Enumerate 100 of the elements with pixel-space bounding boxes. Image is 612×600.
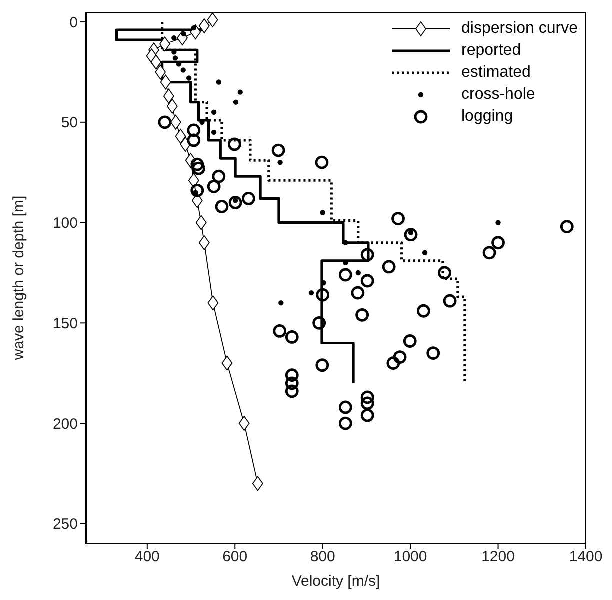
x-tick-label: 1200 [482, 548, 515, 566]
x-tick-label: 800 [310, 548, 336, 566]
point [242, 192, 256, 206]
point [170, 114, 182, 130]
point [308, 290, 314, 296]
point [360, 390, 374, 404]
point [172, 56, 178, 61]
point [386, 356, 400, 370]
x-tick-label: 1000 [394, 548, 428, 566]
point [190, 158, 204, 172]
point [180, 68, 186, 73]
point [315, 156, 329, 170]
point [198, 235, 210, 250]
legend-label: dispersion curve [462, 20, 578, 38]
point [343, 240, 348, 246]
point [285, 330, 299, 344]
point [273, 324, 287, 338]
y-axis-title: wave length or depth [m] [10, 196, 28, 362]
point [212, 170, 226, 184]
point [228, 138, 242, 152]
point [172, 36, 177, 41]
point [285, 384, 299, 398]
point [360, 274, 374, 288]
point [207, 180, 221, 194]
y-tick-label: 0 [70, 14, 78, 32]
point [222, 356, 233, 371]
y-tick-label: 250 [52, 516, 78, 534]
point [272, 144, 286, 158]
point [417, 304, 430, 318]
y-tick-label: 200 [52, 416, 78, 433]
point [175, 129, 186, 144]
point [285, 376, 299, 390]
point [392, 212, 405, 226]
y-tick-label: 150 [52, 315, 78, 332]
point [187, 124, 201, 138]
point [285, 368, 299, 382]
point [163, 88, 174, 104]
point [187, 134, 201, 148]
point [403, 334, 417, 348]
point [496, 220, 501, 226]
point [207, 12, 218, 28]
x-tick-label: 1400 [569, 548, 603, 566]
legend-label: cross-hole [462, 86, 536, 104]
point [316, 288, 330, 302]
point [278, 160, 283, 166]
legend-label: logging [462, 108, 514, 126]
point [211, 130, 217, 136]
point [211, 110, 217, 115]
x-axis-title: Velocity [m/s] [292, 573, 380, 590]
point [438, 266, 452, 280]
x-tick-label: 600 [222, 548, 248, 566]
point [482, 246, 496, 260]
point [338, 400, 352, 414]
point [393, 350, 407, 364]
point [188, 173, 200, 188]
y-tick-label: 50 [61, 114, 78, 132]
legend-label: estimated [462, 64, 531, 82]
point [382, 260, 396, 274]
point [252, 476, 264, 492]
point [360, 248, 374, 262]
point [208, 296, 219, 311]
point [186, 76, 192, 81]
point [404, 228, 418, 242]
point [191, 25, 196, 31]
point [492, 236, 505, 250]
point [228, 196, 242, 210]
point [155, 64, 166, 80]
point [233, 100, 239, 105]
point [215, 200, 229, 214]
point [356, 308, 370, 322]
point [198, 18, 210, 34]
y-tick-label: 100 [52, 215, 78, 232]
point [316, 358, 330, 372]
point [360, 408, 374, 422]
point [278, 300, 284, 306]
point [320, 210, 326, 216]
point [238, 90, 243, 95]
point [158, 116, 172, 130]
point [166, 98, 178, 114]
point [338, 268, 352, 282]
legend-label: reported [462, 42, 522, 60]
point [181, 31, 186, 37]
point [190, 184, 204, 198]
point [356, 270, 361, 276]
point [360, 396, 374, 410]
point [351, 286, 365, 300]
point [560, 220, 574, 234]
point [150, 54, 162, 70]
x-tick-label: 400 [134, 548, 160, 566]
point [338, 416, 352, 430]
point [160, 74, 172, 90]
point [426, 346, 440, 360]
point [216, 80, 222, 85]
point [196, 215, 207, 230]
point [238, 416, 250, 431]
point [312, 316, 326, 330]
point [443, 294, 457, 308]
point [422, 250, 428, 256]
point [192, 162, 206, 176]
point [159, 36, 170, 52]
